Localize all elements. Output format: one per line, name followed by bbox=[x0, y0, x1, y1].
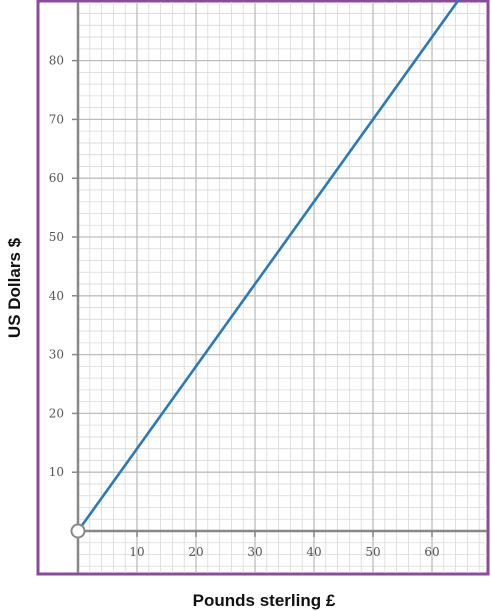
y-tick-label: 40 bbox=[49, 289, 64, 303]
x-tick-label: 50 bbox=[365, 545, 380, 559]
y-axis-title: US Dollars $ bbox=[5, 237, 24, 338]
x-tick-labels: 10 20 30 40 50 60 bbox=[129, 531, 440, 559]
y-tick-label: 80 bbox=[49, 54, 64, 68]
y-tick-label: 10 bbox=[49, 465, 64, 479]
x-axis-title: Pounds sterling £ bbox=[193, 591, 336, 610]
x-tick-label: 10 bbox=[129, 545, 144, 559]
x-tick-label: 60 bbox=[424, 545, 439, 559]
y-tick-label: 50 bbox=[49, 230, 64, 244]
y-tick-label: 70 bbox=[49, 112, 64, 126]
x-tick-label: 20 bbox=[188, 545, 203, 559]
grid-minor bbox=[78, 2, 487, 573]
series-group bbox=[76, 0, 461, 533]
x-tick-label: 30 bbox=[247, 545, 262, 559]
y-tick-labels: 10 20 30 40 50 60 70 80 bbox=[49, 54, 78, 479]
y-tick-label: 60 bbox=[49, 171, 64, 185]
x-tick-label: 40 bbox=[306, 545, 321, 559]
y-tick-label: 30 bbox=[49, 348, 64, 362]
origin-marker bbox=[70, 523, 86, 539]
series-line bbox=[76, 0, 461, 533]
y-tick-label: 20 bbox=[49, 406, 64, 420]
